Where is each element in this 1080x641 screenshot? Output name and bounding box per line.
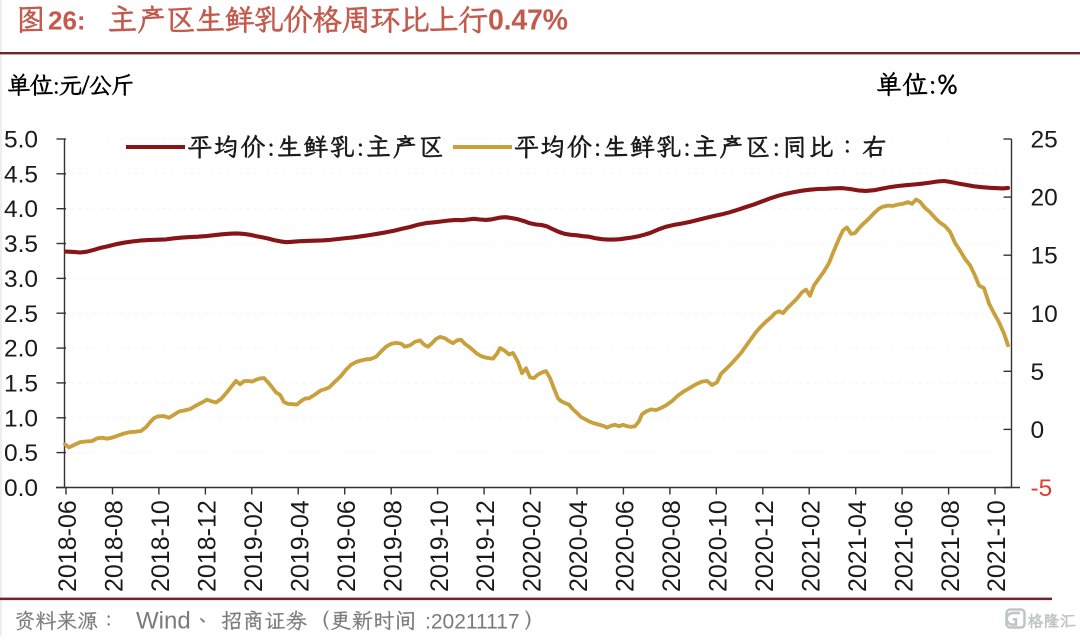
svg-text:2020-10: 2020-10 [705,500,733,592]
svg-text:2020-02: 2020-02 [519,500,547,592]
svg-text:Wind: Wind [136,608,191,635]
svg-text::20211117: :20211117 [425,611,520,634]
svg-text:0.5: 0.5 [4,440,38,467]
svg-text:2020-12: 2020-12 [751,500,779,592]
svg-text:-5: -5 [1031,475,1053,502]
svg-text:2018-10: 2018-10 [147,500,175,592]
svg-text:15: 15 [1031,243,1058,270]
svg-text:2019-06: 2019-06 [333,500,361,592]
svg-text:4.0: 4.0 [4,196,38,223]
svg-text:1.5: 1.5 [4,370,38,397]
svg-text:2019-12: 2019-12 [472,500,500,592]
svg-text:2020-04: 2020-04 [565,500,593,592]
svg-text:3.5: 3.5 [4,231,38,258]
svg-text:25: 25 [1031,127,1058,154]
svg-text:0.0: 0.0 [4,475,38,502]
svg-text:4.5: 4.5 [4,161,38,188]
svg-text:2018-06: 2018-06 [54,500,82,592]
svg-text:2021-02: 2021-02 [797,500,825,592]
svg-text:2018-12: 2018-12 [194,500,222,592]
svg-text:2019-10: 2019-10 [426,500,454,592]
svg-text:10: 10 [1031,301,1058,328]
svg-text:2019-02: 2019-02 [240,500,268,592]
svg-text:3.0: 3.0 [4,266,38,293]
svg-text:2021-08: 2021-08 [937,500,965,592]
svg-text:2021-10: 2021-10 [983,500,1011,592]
svg-text:26:: 26: [48,6,86,36]
svg-text:2018-08: 2018-08 [101,500,129,592]
svg-text:5: 5 [1031,359,1045,386]
svg-text:2019-04: 2019-04 [286,500,314,592]
svg-text:2021-04: 2021-04 [844,500,872,592]
svg-text:2021-06: 2021-06 [890,500,918,592]
svg-text:2020-06: 2020-06 [612,500,640,592]
svg-text:0: 0 [1031,417,1045,444]
svg-text:2020-08: 2020-08 [658,500,686,592]
svg-text:20: 20 [1031,185,1058,212]
svg-text:5.0: 5.0 [4,127,38,154]
svg-text:1.0: 1.0 [4,405,38,432]
svg-text:2.0: 2.0 [4,336,38,363]
svg-text:2.5: 2.5 [4,301,38,328]
svg-text:0.47%: 0.47% [488,5,568,37]
svg-text:2019-08: 2019-08 [379,500,407,592]
